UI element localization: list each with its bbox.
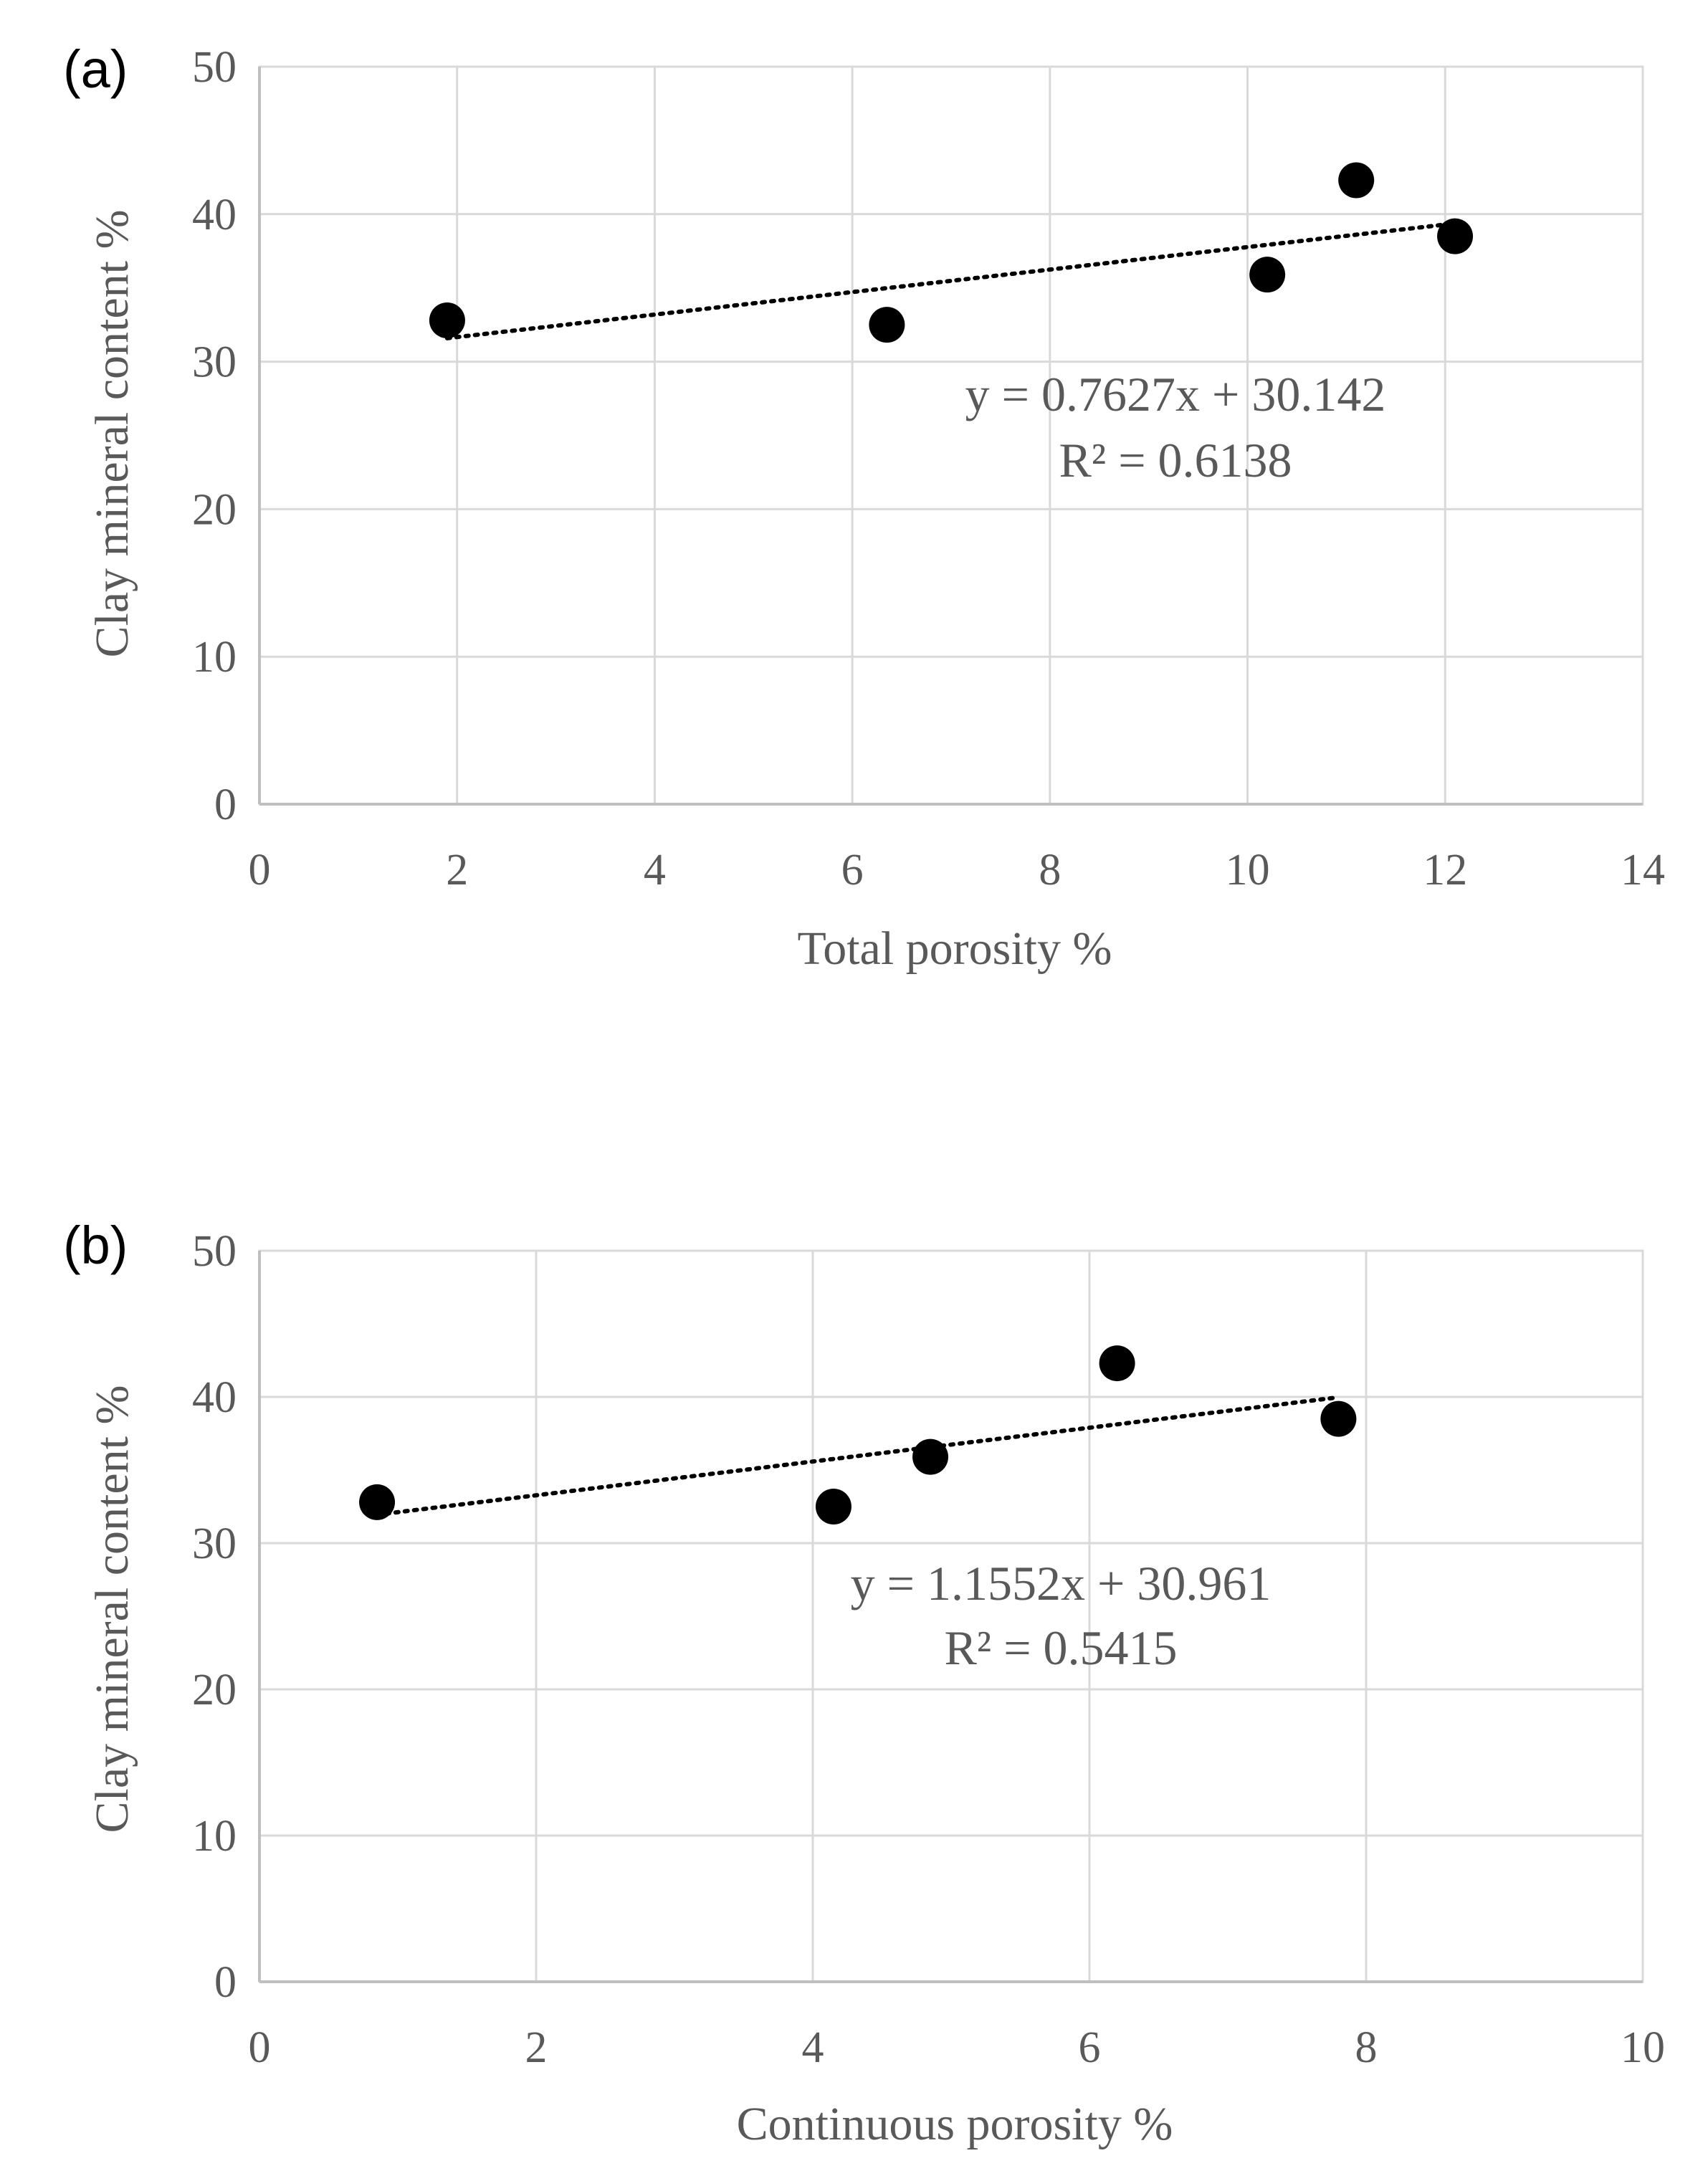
data-points-a: [429, 162, 1474, 343]
x-tick-label: 10: [1226, 846, 1270, 894]
data-point: [1320, 1400, 1357, 1437]
chart-panel-b: (b) Continuous porosity % Clay mineral c…: [63, 1216, 1665, 2150]
data-point: [815, 1489, 851, 1524]
data-point: [869, 307, 905, 343]
x-axis-title-b: Continuous porosity %: [737, 2098, 1173, 2150]
x-tick-label: 2: [525, 2023, 548, 2072]
data-point: [429, 302, 465, 338]
data-point: [1437, 218, 1474, 254]
y-tick-label: 0: [214, 1958, 237, 2007]
x-tick-label: 0: [249, 846, 271, 894]
x-axis-title-a: Total porosity %: [798, 922, 1112, 975]
plot-frame: [258, 65, 1644, 806]
y-tick-label: 50: [192, 1227, 237, 1276]
x-tick-label: 2: [446, 846, 468, 894]
x-tick-label: 0: [249, 2023, 271, 2072]
data-point: [359, 1484, 396, 1520]
x-tick-label: 8: [1355, 2023, 1378, 2072]
x-tick-label: 6: [1079, 2023, 1101, 2072]
trendline-equation-b: y = 1.1552x + 30.961: [851, 1556, 1272, 1610]
y-tick-label: 40: [192, 191, 237, 239]
data-points-b: [359, 1345, 1357, 1524]
y-tick-label: 10: [192, 633, 237, 682]
panel-label-a: (a): [63, 39, 128, 99]
x-tick-label: 14: [1621, 846, 1665, 894]
data-point: [1338, 162, 1375, 199]
trendline: [444, 221, 1458, 340]
plot-frame: [258, 1249, 1644, 1983]
r-squared-b: R² = 0.5415: [944, 1621, 1177, 1675]
trendline: [375, 1395, 1341, 1517]
y-tick-label: 40: [192, 1373, 237, 1422]
x-tick-label: 4: [802, 2023, 824, 2072]
x-tick-label: 8: [1039, 846, 1061, 894]
data-point: [912, 1438, 949, 1475]
y-tick-label: 0: [214, 781, 237, 829]
y-tick-label: 30: [192, 338, 237, 387]
gridlines-b: [258, 1249, 1644, 1983]
y-tick-label: 10: [192, 1812, 237, 1861]
data-point: [1249, 257, 1286, 293]
y-tick-label: 20: [192, 1666, 237, 1714]
data-point: [1099, 1345, 1135, 1382]
x-tick-label: 4: [644, 846, 666, 894]
y-tick-label: 30: [192, 1519, 237, 1568]
gridlines-a: [258, 65, 1644, 806]
trendline-equation-a: y = 0.7627x + 30.142: [965, 367, 1386, 421]
y-axis-title-a: Clay mineral content %: [86, 210, 138, 658]
y-axis-title-b: Clay mineral content %: [86, 1385, 138, 1833]
y-tick-label: 50: [192, 43, 237, 92]
y-tick-label: 20: [192, 485, 237, 534]
r-squared-a: R² = 0.6138: [1059, 433, 1292, 487]
x-tick-label: 6: [841, 846, 864, 894]
panel-label-b: (b): [63, 1216, 128, 1275]
x-tick-label: 12: [1423, 846, 1467, 894]
x-tick-label: 10: [1621, 2023, 1665, 2072]
chart-panel-a: (a) Total porosity % Clay mineral conten…: [63, 39, 1665, 975]
